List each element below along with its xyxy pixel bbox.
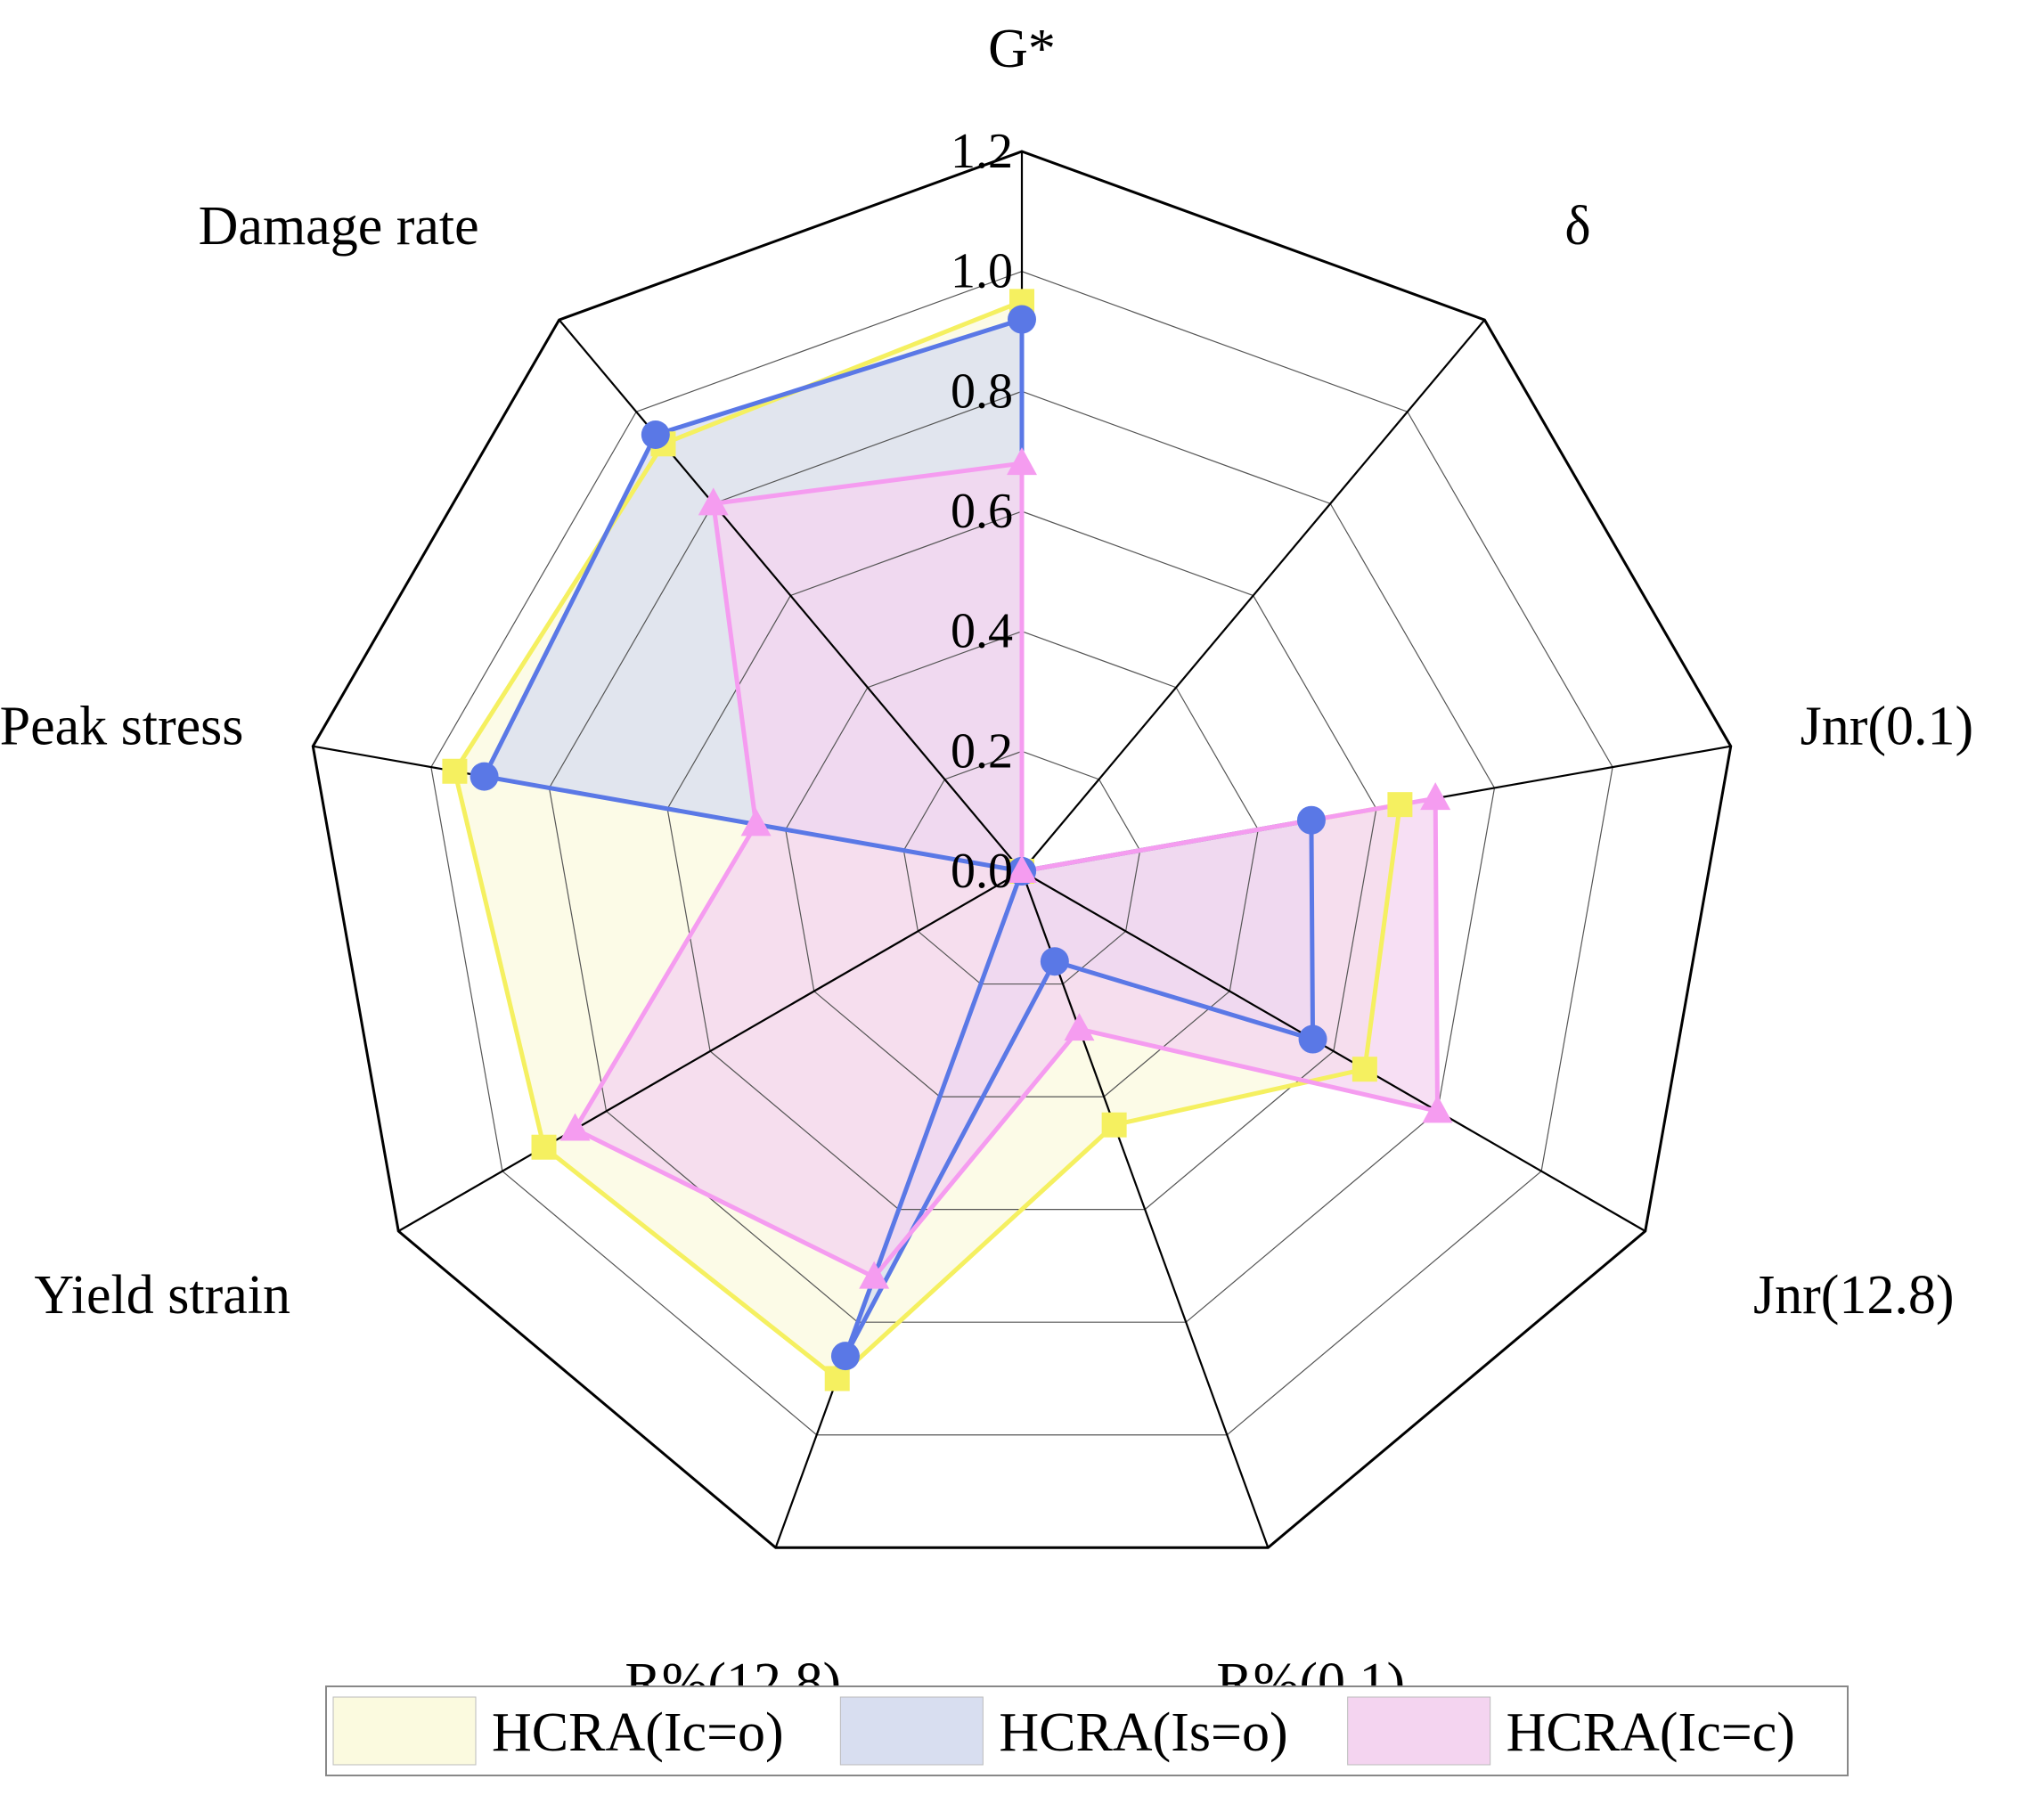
data-point-s2-8 (698, 487, 729, 516)
data-point-s2-7 (740, 808, 772, 837)
axis-label-0: G* (988, 19, 1056, 79)
data-point-s2-3 (1422, 1095, 1453, 1123)
axis-spoke-8 (558, 319, 1023, 872)
tick-label: 1.2 (951, 124, 1013, 179)
legend-swatch-0 (332, 1696, 477, 1766)
legend-label-2: HCRA(Ic=c) (1507, 1702, 1795, 1763)
tick-label: 0.8 (951, 363, 1013, 419)
data-point-s0-7 (442, 758, 468, 784)
axis-label-1: δ (1564, 196, 1590, 257)
axis-label-3: Jnr(12.8) (1753, 1265, 1955, 1326)
series-fills (454, 301, 1438, 1379)
tick-label: 1.0 (951, 244, 1013, 299)
series-lines (452, 298, 1440, 1381)
grid-ring-6 (311, 150, 1733, 1549)
data-point-s2-2 (1420, 782, 1451, 811)
grid-ring-5 (430, 271, 1613, 1436)
data-point-s1-7 (470, 762, 499, 791)
data-point-s2-5 (859, 1261, 890, 1289)
data-point-s2-6 (559, 1113, 591, 1141)
data-point-s2-1 (1007, 855, 1037, 883)
tick-label: 0.0 (951, 844, 1013, 899)
tick-label: 0.4 (951, 604, 1013, 659)
axis-label-2: Jnr(0.1) (1801, 696, 1974, 756)
data-point-s1-8 (641, 420, 670, 449)
data-point-s0-4 (1101, 1112, 1127, 1138)
tick-label: 0.6 (951, 484, 1013, 539)
axis-label-6: Yield strain (34, 1265, 290, 1326)
axis-spoke-3 (1021, 870, 1646, 1232)
axis-label-7: Peak stress (0, 696, 243, 756)
axis-spoke-4 (1020, 870, 1270, 1548)
data-point-s1-3 (1298, 1024, 1327, 1054)
data-point-s2-0 (1007, 447, 1037, 476)
legend-box (325, 1685, 1849, 1776)
data-point-s1-5 (830, 1342, 860, 1371)
radial-tick-labels: 0.0 0.2 0.4 0.6 0.8 1.0 1.2 (951, 124, 1013, 899)
data-point-s1-2 (1296, 805, 1326, 835)
grid-ring-4 (548, 390, 1496, 1323)
data-point-s0-2 (1387, 792, 1413, 818)
grid-ring-1 (902, 750, 1141, 985)
series-markers (442, 289, 1453, 1392)
legend-swatch-1 (839, 1696, 984, 1766)
data-point-s0-6 (531, 1134, 557, 1160)
axis-spoke-1 (1021, 319, 1486, 872)
data-point-s1-0 (1008, 305, 1036, 334)
data-point-s1-4 (1040, 947, 1069, 976)
data-point-s0-3 (1351, 1057, 1377, 1082)
legend-label-0: HCRA(Ic=o) (492, 1702, 784, 1763)
axis-label-8: Damage rate (199, 196, 479, 257)
tick-label: 0.2 (951, 723, 1013, 779)
data-point-s2-4 (1064, 1013, 1095, 1041)
legend-swatch-2 (1347, 1696, 1491, 1766)
axis-labels: G*δJnr(0.1)Jnr(12.8)R%(0.1)R%(12.8)Yield… (0, 19, 1973, 1713)
series-line-2 (573, 461, 1440, 1280)
legend: HCRA(Ic=o) HCRA(Is=o) HCRA(Ic=c) (325, 1685, 1849, 1776)
legend-label-1: HCRA(Is=o) (999, 1702, 1287, 1763)
axis-spoke-6 (397, 870, 1023, 1232)
